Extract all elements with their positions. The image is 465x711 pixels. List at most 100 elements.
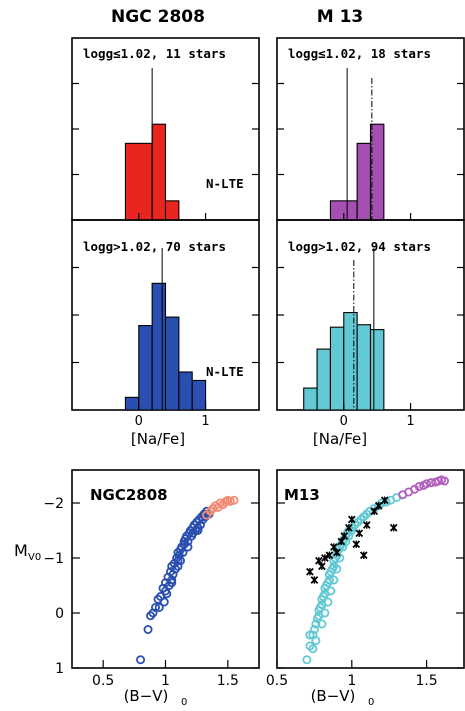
scatter-point xyxy=(326,586,336,596)
annotation-m13-high: logg>1.02, 94 stars xyxy=(288,239,431,254)
hist-bar xyxy=(178,371,193,411)
hist-bar xyxy=(164,200,180,221)
scatter-point xyxy=(324,575,334,585)
xlabel-hist-m13: [Na/Fe] xyxy=(313,430,367,448)
hist-bar xyxy=(369,329,385,411)
x-tick-label: 1 xyxy=(161,673,170,689)
cross-point xyxy=(374,501,383,510)
panel-frame xyxy=(276,469,465,669)
xlabel-hist-ngc2808: [Na/Fe] xyxy=(131,430,185,448)
title-cmd-m13: M13 xyxy=(284,486,320,504)
y-tick-label: 0 xyxy=(55,606,64,622)
scatter-point xyxy=(311,636,321,646)
y-tick-label: 1 xyxy=(55,661,64,677)
hist-bar xyxy=(369,123,385,221)
cmd-m13: 0.5 1 1.5 xyxy=(266,469,465,689)
ylabel-cmd: M V0 xyxy=(14,541,41,563)
annotation-ngc2808-low: logg≤1.02, 11 stars xyxy=(83,46,226,61)
xlabel-cmd-m13: (B−V) xyxy=(311,687,356,705)
scatter-point xyxy=(167,578,177,588)
hist-ngc2808-low xyxy=(71,37,260,221)
xlabel-cmd-m13-sub: 0 xyxy=(368,697,374,708)
xlabel-cmd-ngc2808-sub: 0 xyxy=(181,697,187,708)
scatter-point xyxy=(317,619,327,629)
x-tick-label: 0 xyxy=(135,414,143,429)
x-tick-label: 1 xyxy=(347,673,356,689)
scatter-point xyxy=(183,542,193,552)
scatter-point xyxy=(302,655,312,665)
xlabel-cmd-ngc2808: (B−V) xyxy=(124,687,169,705)
scatter-point xyxy=(143,625,153,635)
hist-bar xyxy=(316,348,331,411)
cross-point xyxy=(306,567,314,576)
scatter-point xyxy=(414,481,424,491)
annotation-ngc2808-high: logg>1.02, 70 stars xyxy=(83,239,226,254)
x-tick-label: 0.5 xyxy=(266,673,288,689)
scatter-point xyxy=(193,526,203,536)
scatter-point xyxy=(305,630,315,640)
hist-bar xyxy=(303,387,318,411)
y-tick-label: −1 xyxy=(43,551,64,567)
ylabel-cmd-sub: V0 xyxy=(28,552,41,563)
cross-point xyxy=(325,551,334,560)
cross-point xyxy=(344,523,353,532)
hist-bar xyxy=(356,324,372,411)
hist-bar xyxy=(329,326,345,411)
hist-bar xyxy=(138,325,153,411)
cross-point xyxy=(362,521,371,529)
cross-point xyxy=(389,523,398,532)
y-tick-label: −2 xyxy=(43,496,64,512)
cross-point xyxy=(359,551,368,560)
cross-point xyxy=(380,496,389,505)
title-ngc2808: NGC 2808 xyxy=(111,7,205,27)
x-tick-label: 1 xyxy=(201,414,209,429)
hist-bar xyxy=(124,142,153,221)
scatter-point xyxy=(159,597,169,607)
scatter-point xyxy=(167,575,177,585)
cross-point xyxy=(355,529,364,538)
scatter-point xyxy=(229,495,239,505)
cross-point xyxy=(347,515,356,524)
cross-point xyxy=(352,540,361,549)
hist-bar xyxy=(356,142,372,221)
hist-bar xyxy=(164,316,180,411)
hist-bar xyxy=(343,312,358,411)
x-tick-label: 1 xyxy=(406,414,414,429)
label-nlte-low: N-LTE xyxy=(206,176,244,191)
scatter-point xyxy=(422,479,432,489)
scatter-point xyxy=(151,603,161,613)
hist-m13-low xyxy=(276,37,465,221)
cross-point xyxy=(340,532,349,540)
x-tick-label: 0 xyxy=(340,414,348,429)
scatter-point xyxy=(323,597,333,607)
scatter-point xyxy=(160,586,170,596)
x-tick-label: 0.5 xyxy=(92,673,114,689)
scatter-point xyxy=(178,548,188,558)
scatter-point xyxy=(136,655,146,665)
cross-point xyxy=(333,548,341,557)
cross-point xyxy=(310,576,319,584)
annotation-m13-low: logg≤1.02, 18 stars xyxy=(288,46,431,61)
hist-bar xyxy=(151,282,167,411)
x-tick-label: 1.5 xyxy=(415,673,437,689)
hist-bar xyxy=(124,396,140,411)
scatter-point xyxy=(332,564,342,574)
x-tick-label: 1.5 xyxy=(217,673,239,689)
cmd-ngc2808: −2 −1 0 1 0.5 1 1.5 xyxy=(43,469,260,689)
scatter-point xyxy=(309,625,319,635)
scatter-point xyxy=(311,619,321,629)
scatter-point xyxy=(329,575,339,585)
cross-point xyxy=(321,554,329,562)
scatter-point xyxy=(175,556,185,566)
label-nlte-high: N-LTE xyxy=(206,364,244,379)
title-m13: M 13 xyxy=(317,7,364,27)
hist-bar xyxy=(151,123,167,221)
scatter-point xyxy=(440,476,450,486)
scatter-point xyxy=(154,603,164,613)
scatter-point xyxy=(320,608,330,618)
hist-bar xyxy=(191,379,207,411)
cross-point xyxy=(315,556,323,565)
